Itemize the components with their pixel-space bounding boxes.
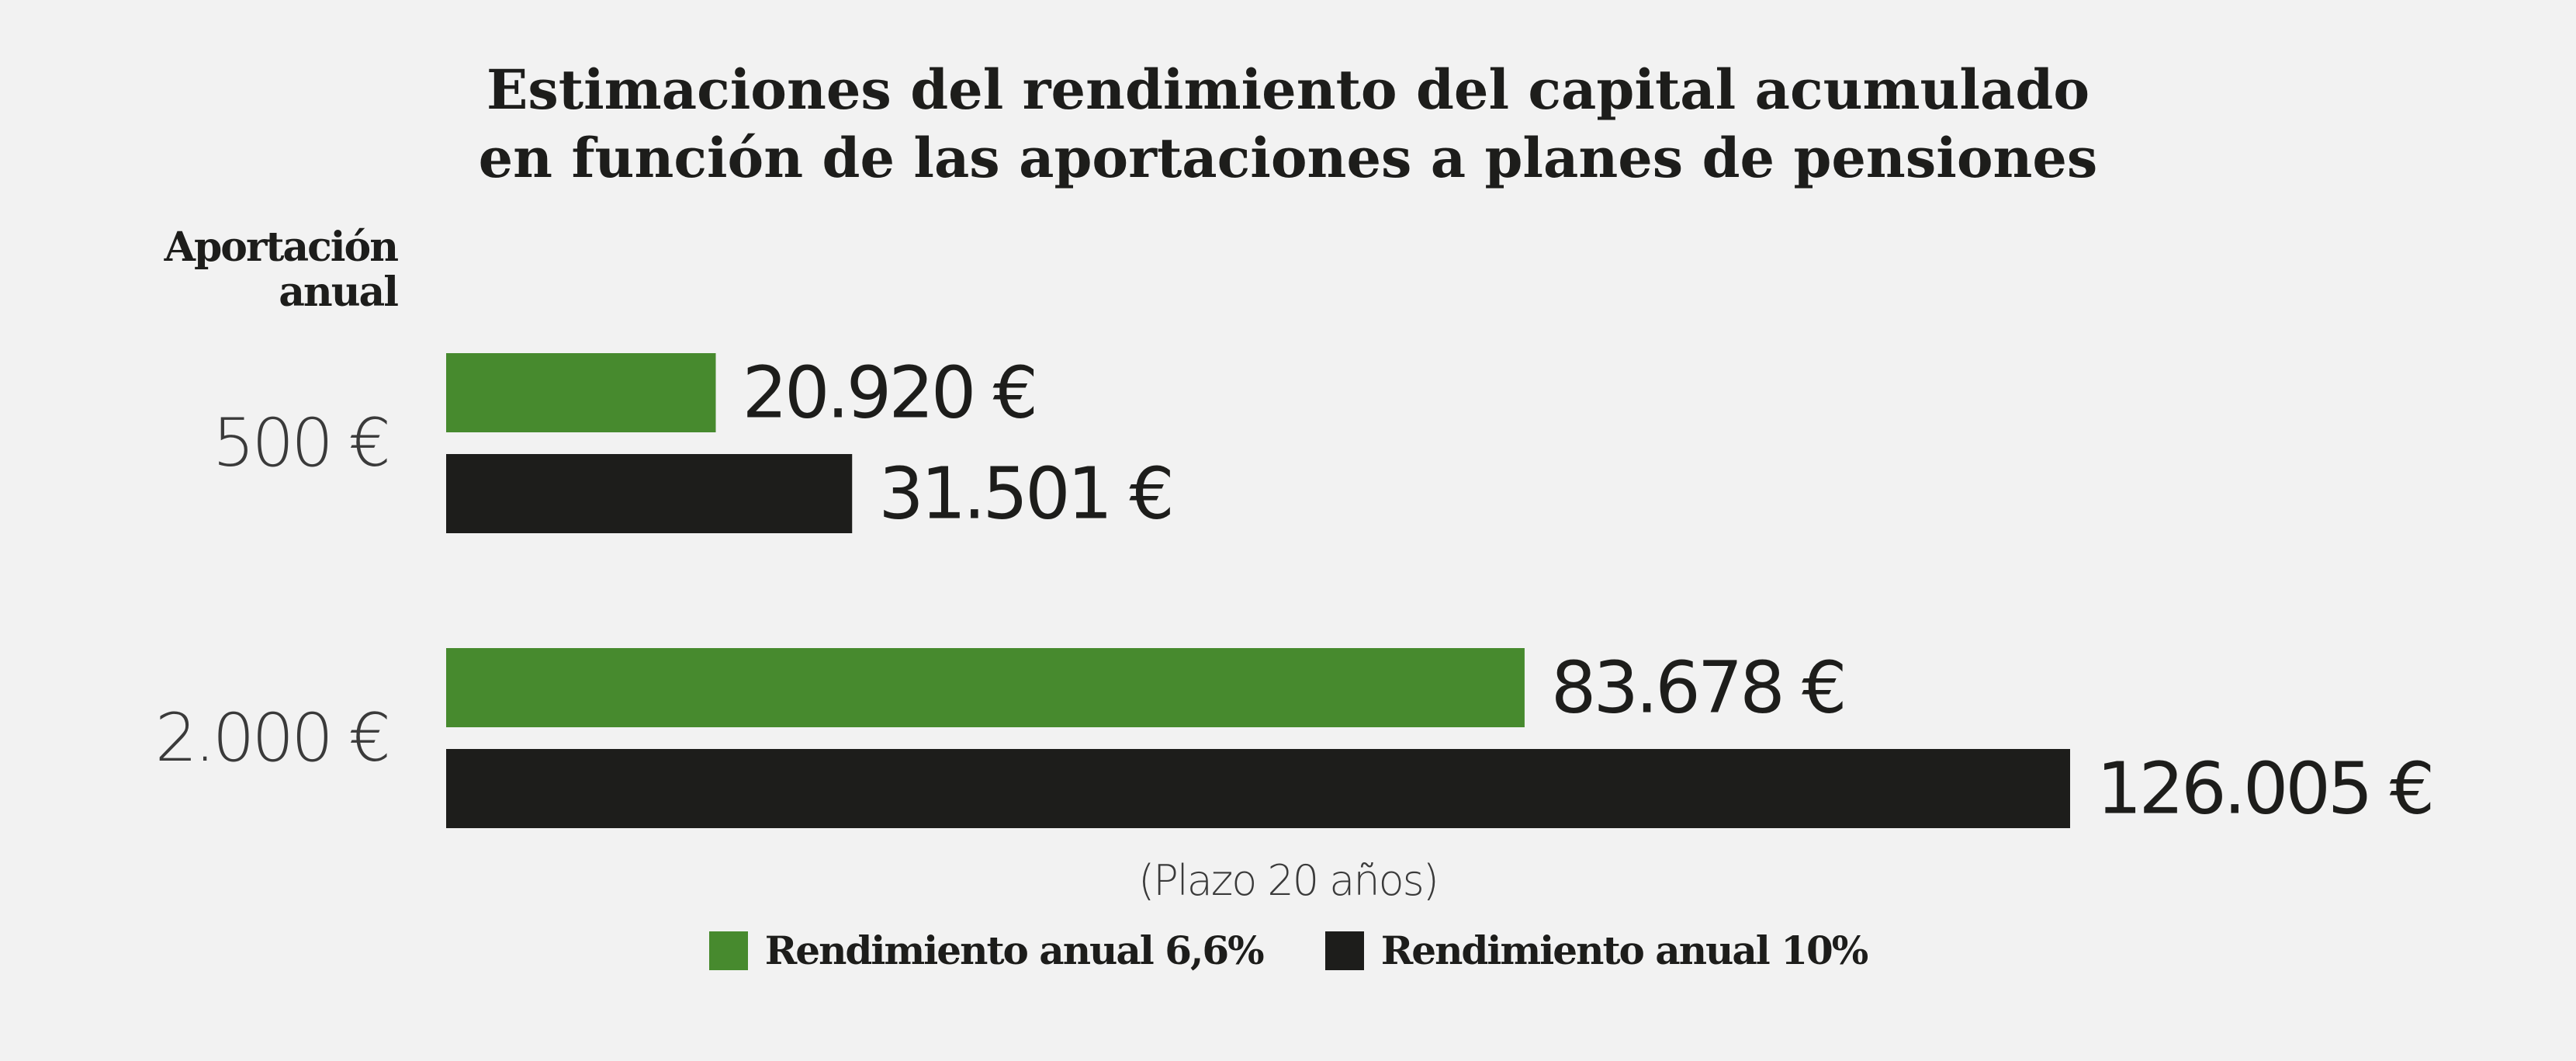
bar [446,454,853,533]
chart-note: (Plazo 20 años) [1138,856,1439,905]
legend-label-series-1: Rendimiento anual 6,6% [764,928,1265,973]
bar [446,648,1525,727]
chart-title-line-2: en función de las aportaciones a planes … [478,126,2098,190]
bar-value-label: 31.501 € [878,452,1172,536]
legend-item-series-2: Rendimiento anual 10% [1324,928,1869,973]
legend-item-series-1: Rendimiento anual 6,6% [708,928,1265,973]
legend-swatch-series-2 [1324,931,1364,970]
chart-title-line-1: Estimaciones del rendimiento del capital… [486,57,2090,122]
bar [446,353,716,432]
legend-swatch-series-1 [708,931,748,970]
category-axis-title-line-1: Aportación [164,224,399,271]
category-label: 2.000 € [155,699,388,777]
chart-title: Estimaciones del rendimiento del capital… [0,56,2576,192]
category-label: 500 € [213,404,388,482]
category-axis-title: Aportación anual [164,224,399,316]
legend: Rendimiento anual 6,6% Rendimiento anual… [0,928,2576,973]
bar [446,749,2070,828]
category-axis-title-line-2: anual [279,269,399,316]
bar-value-label: 126.005 € [2096,747,2432,830]
bar-value-label: 83.678 € [1551,647,1844,730]
legend-label-series-2: Rendimiento anual 10% [1380,928,1869,973]
bar-value-label: 20.920 € [742,352,1035,435]
